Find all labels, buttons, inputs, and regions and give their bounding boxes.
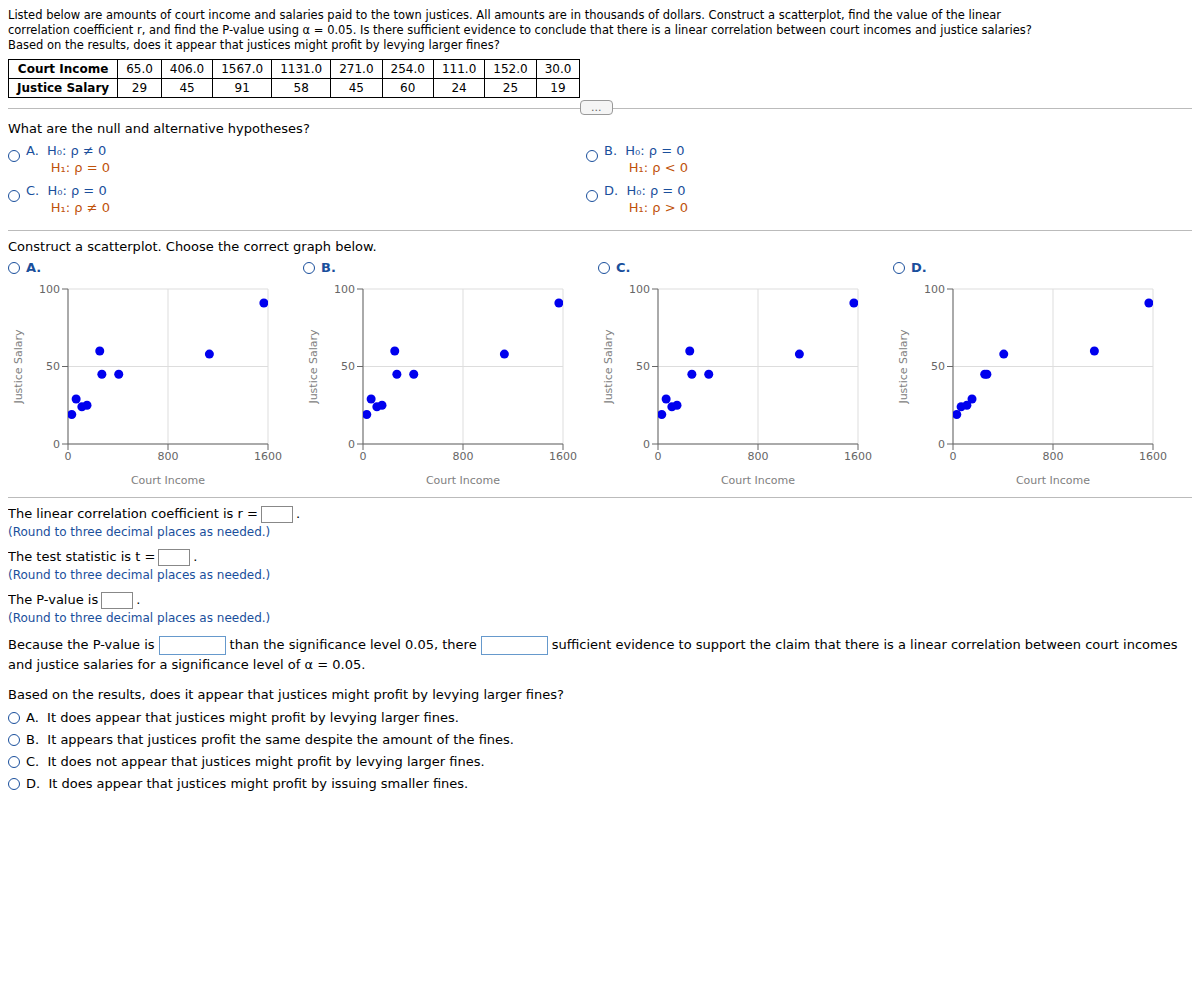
html-text:(Round to three decimal places: (Round to three decimal places as needed… xyxy=(8,525,271,539)
svg-text:800: 800 xyxy=(1043,450,1064,463)
svg-text:Justice Salary: Justice Salary xyxy=(897,329,910,405)
html-text:91: 91 xyxy=(234,81,250,95)
html-text:Based on the results, does it: Based on the results, does it appear tha… xyxy=(8,687,564,702)
html-text:C.: C. xyxy=(616,260,631,275)
svg-text:50: 50 xyxy=(636,360,650,373)
html-text:(Round to three decimal places: (Round to three decimal places as needed… xyxy=(8,611,271,625)
html-text:D. H₀: ρ = 0: D. H₀: ρ = 0 xyxy=(604,183,686,198)
svg-text:Justice Salary: Justice Salary xyxy=(12,329,25,405)
svg-text:0: 0 xyxy=(348,438,355,451)
html-text:1567.0: 1567.0 xyxy=(221,62,264,76)
html-text:Because the P-value is: Because the P-value is xyxy=(8,637,155,652)
html-text:and justice salaries for a sig: and justice salaries for a significance … xyxy=(8,657,366,672)
svg-text:Court Income: Court Income xyxy=(426,474,500,487)
html-text:What are the null and alternat: What are the null and alternative hypoth… xyxy=(8,121,310,136)
svg-text:1600: 1600 xyxy=(254,450,282,463)
html-text:sufficient evidence to support: sufficient evidence to support the claim… xyxy=(551,637,1178,652)
html-text:B. H₀: ρ = 0: B. H₀: ρ = 0 xyxy=(604,143,685,158)
svg-text:100: 100 xyxy=(924,283,945,296)
html-text:Construct a scatterplot. Choos: Construct a scatterplot. Choose the corr… xyxy=(8,239,377,254)
svg-text:0: 0 xyxy=(643,438,650,451)
svg-text:Justice Salary: Justice Salary xyxy=(602,329,615,405)
html-text:A.: A. xyxy=(26,260,42,275)
html-text:Justice Salary: Justice Salary xyxy=(17,81,110,95)
svg-text:Court Income: Court Income xyxy=(1016,474,1090,487)
html-text:271.0: 271.0 xyxy=(339,62,374,76)
html-text:60: 60 xyxy=(400,81,416,95)
html-text:(Round to three decimal places: (Round to three decimal places as needed… xyxy=(8,568,271,582)
html-text:The linear correlation coeffic: The linear correlation coefficient is r … xyxy=(8,506,258,521)
html-text:19: 19 xyxy=(550,81,566,95)
html-text:Court Income: Court Income xyxy=(17,62,109,76)
svg-text:1600: 1600 xyxy=(844,450,872,463)
html-text:Based on the results, does it: Based on the results, does it appear tha… xyxy=(8,38,500,52)
html-text:The test statistic is t =: The test statistic is t = xyxy=(8,549,156,564)
html-text:D. It does appear that justice: D. It does appear that justices might pr… xyxy=(26,776,469,791)
html-text:24: 24 xyxy=(451,81,467,95)
html-text:30.0: 30.0 xyxy=(544,62,572,76)
html-text:B.: B. xyxy=(321,260,336,275)
html-text:111.0: 111.0 xyxy=(441,62,477,76)
svg-text:50: 50 xyxy=(341,360,355,373)
html-text:A. It does appear that justice: A. It does appear that justices might pr… xyxy=(26,710,459,725)
html-text:B. It appears that justices pr: B. It appears that justices profit the s… xyxy=(26,732,514,747)
html-text:H₁: ρ ≠ 0: H₁: ρ ≠ 0 xyxy=(26,200,110,215)
svg-text:0: 0 xyxy=(655,450,662,463)
html-text:H₁: ρ > 0: H₁: ρ > 0 xyxy=(604,200,688,215)
svg-text:50: 50 xyxy=(46,360,60,373)
html-text:correlation coefficient r, and: correlation coefficient r, and find the … xyxy=(8,23,1032,37)
html-text:A. H₀: ρ ≠ 0: A. H₀: ρ ≠ 0 xyxy=(26,143,107,158)
svg-text:0: 0 xyxy=(53,438,60,451)
svg-text:Court Income: Court Income xyxy=(131,474,205,487)
svg-text:100: 100 xyxy=(629,283,650,296)
html-text:29: 29 xyxy=(131,81,148,95)
svg-text:0: 0 xyxy=(65,450,72,463)
html-text:H₁: ρ = 0: H₁: ρ = 0 xyxy=(26,160,110,175)
svg-text:50: 50 xyxy=(931,360,945,373)
html-text:152.0: 152.0 xyxy=(493,62,528,76)
svg-text:0: 0 xyxy=(938,438,945,451)
svg-text:Court Income: Court Income xyxy=(721,474,795,487)
html-text:65.0: 65.0 xyxy=(126,62,153,76)
svg-text:100: 100 xyxy=(39,283,60,296)
html-text:Listed below are amounts of co: Listed below are amounts of court income… xyxy=(8,8,1002,22)
svg-text:800: 800 xyxy=(748,450,769,463)
html-text:25: 25 xyxy=(502,81,519,95)
svg-text:0: 0 xyxy=(360,450,367,463)
html-text:C. H₀: ρ = 0: C. H₀: ρ = 0 xyxy=(26,183,107,198)
html-text:45: 45 xyxy=(179,81,195,95)
svg-text:800: 800 xyxy=(453,450,474,463)
html-text:D.: D. xyxy=(911,260,927,275)
svg-text:1600: 1600 xyxy=(549,450,577,463)
html-text:than the significance level 0.: than the significance level 0.05, there xyxy=(229,637,477,652)
html-text:58: 58 xyxy=(293,81,309,95)
html-text:H₁: ρ < 0: H₁: ρ < 0 xyxy=(604,160,688,175)
html-text:254.0: 254.0 xyxy=(390,62,425,76)
svg-text:Justice Salary: Justice Salary xyxy=(307,329,320,405)
html-text:406.0: 406.0 xyxy=(169,62,205,76)
html-text:45: 45 xyxy=(348,81,364,95)
html-text:The P-value is: The P-value is xyxy=(8,592,99,607)
html-text:1131.0: 1131.0 xyxy=(280,62,323,76)
svg-text:800: 800 xyxy=(158,450,179,463)
html-text:C. It does not appear that jus: C. It does not appear that justices migh… xyxy=(26,754,485,769)
svg-text:0: 0 xyxy=(950,450,957,463)
svg-text:100: 100 xyxy=(334,283,355,296)
svg-text:1600: 1600 xyxy=(1139,450,1167,463)
